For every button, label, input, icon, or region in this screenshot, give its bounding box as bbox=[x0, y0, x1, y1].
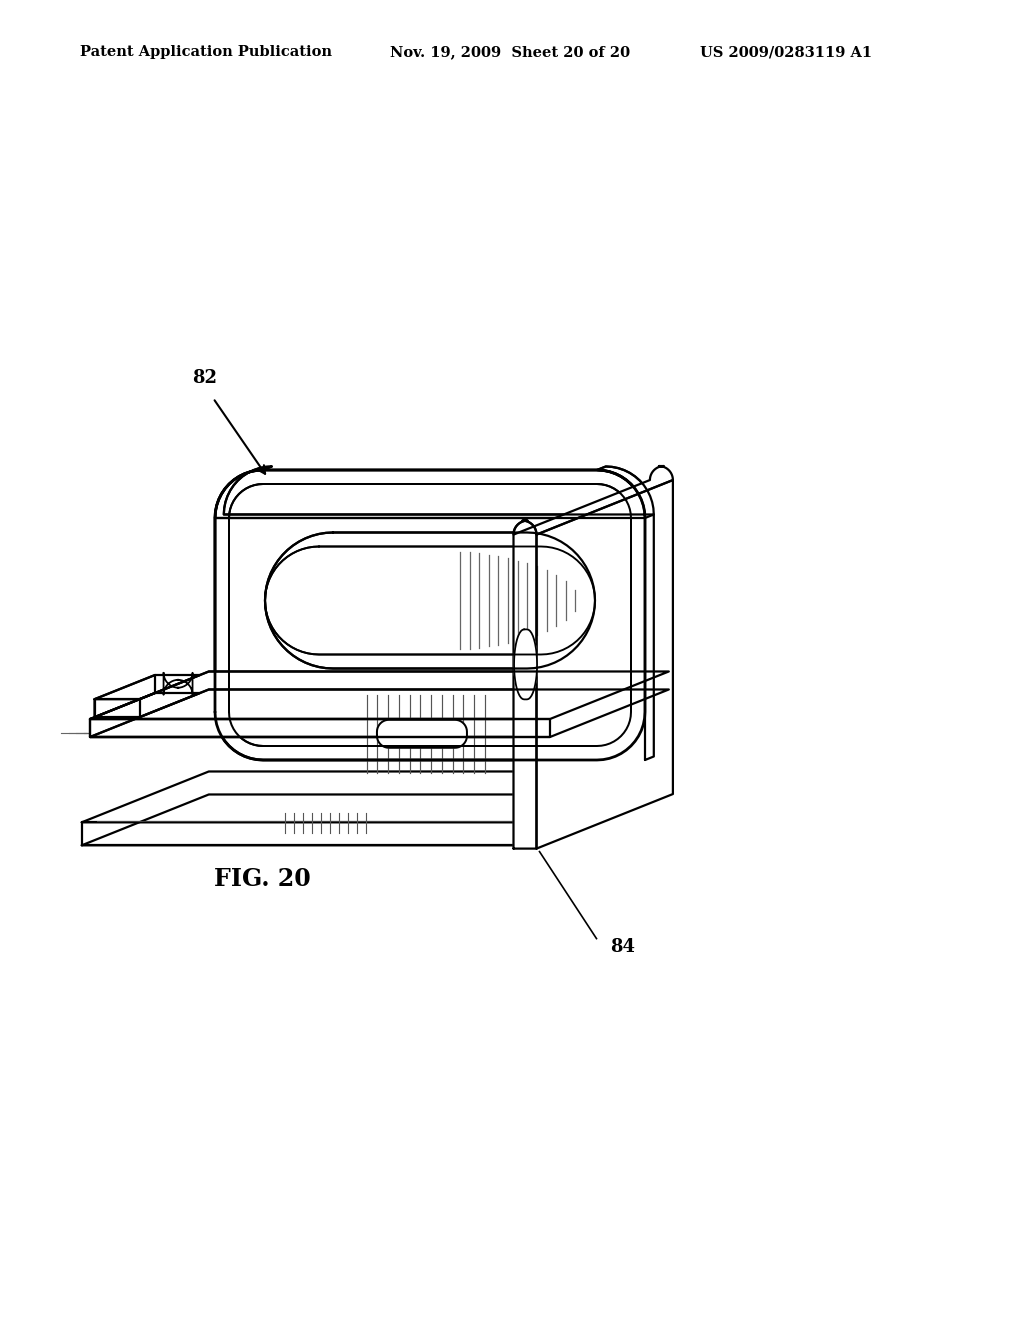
Polygon shape bbox=[82, 822, 542, 845]
Polygon shape bbox=[94, 675, 155, 717]
Polygon shape bbox=[90, 719, 550, 737]
Text: Nov. 19, 2009  Sheet 20 of 20: Nov. 19, 2009 Sheet 20 of 20 bbox=[390, 45, 630, 59]
Text: US 2009/0283119 A1: US 2009/0283119 A1 bbox=[700, 45, 872, 59]
Text: 84: 84 bbox=[610, 937, 636, 956]
Polygon shape bbox=[82, 795, 669, 845]
Polygon shape bbox=[537, 480, 673, 849]
Polygon shape bbox=[215, 470, 645, 760]
Polygon shape bbox=[94, 700, 139, 717]
Polygon shape bbox=[513, 466, 673, 535]
Polygon shape bbox=[265, 532, 595, 668]
Polygon shape bbox=[377, 719, 467, 747]
Polygon shape bbox=[94, 693, 200, 717]
Text: 82: 82 bbox=[193, 370, 217, 387]
Polygon shape bbox=[90, 689, 669, 737]
Polygon shape bbox=[514, 630, 537, 700]
Text: Patent Application Publication: Patent Application Publication bbox=[80, 45, 332, 59]
Polygon shape bbox=[215, 466, 653, 517]
Text: FIG. 20: FIG. 20 bbox=[213, 867, 310, 891]
Polygon shape bbox=[94, 675, 200, 700]
Polygon shape bbox=[82, 771, 669, 822]
Polygon shape bbox=[645, 515, 653, 760]
Polygon shape bbox=[513, 520, 537, 849]
Polygon shape bbox=[90, 672, 669, 719]
